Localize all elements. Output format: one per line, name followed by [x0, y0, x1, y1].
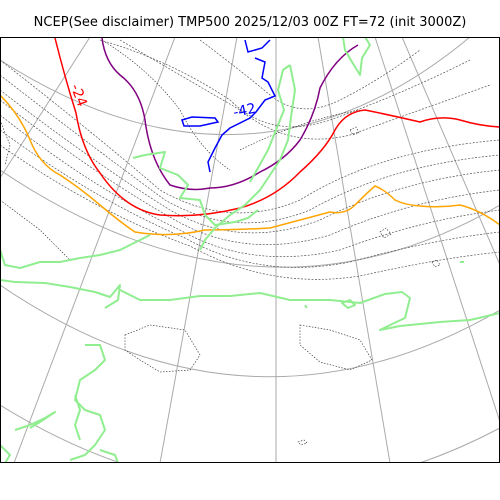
isotherm-purple [101, 37, 359, 191]
isotherm-orange-west [0, 94, 331, 236]
isotherm-red-minus24 [54, 37, 500, 217]
parallel-lines [0, 37, 500, 463]
coastlines [0, 41, 441, 446]
isotherms-green [0, 37, 500, 463]
weather-map: -24 -42 [0, 37, 500, 463]
isotherm-blue-minus42 [181, 39, 277, 173]
contour-label-minus24: -24 [67, 82, 90, 109]
isotherm-orange-east [329, 185, 500, 226]
contour-label-minus42: -42 [232, 101, 258, 121]
map-title: NCEP(See disclaimer) TMP500 2025/12/03 0… [33, 15, 467, 30]
meridian-lines [0, 37, 500, 463]
isotherms-thin [0, 39, 500, 280]
